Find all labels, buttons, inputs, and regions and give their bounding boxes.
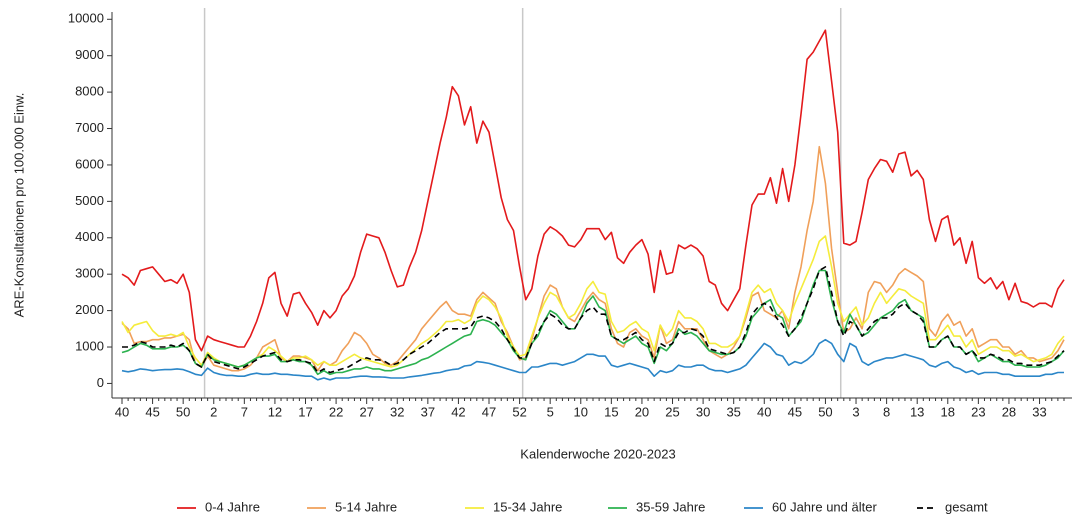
x-tick-label: 40 (115, 404, 129, 419)
x-tick-label: 23 (971, 404, 985, 419)
x-tick-label: 13 (910, 404, 924, 419)
y-tick-label: 2000 (75, 302, 104, 317)
x-tick-label: 37 (421, 404, 435, 419)
y-tick-label: 0 (97, 375, 104, 390)
y-axis-title: ARE-Konsultationen pro 100.000 Einw. (11, 93, 26, 318)
x-tick-label: 45 (145, 404, 159, 419)
x-tick-label: 30 (696, 404, 710, 419)
x-axis-title: Kalenderwoche 2020-2023 (520, 446, 675, 461)
x-tick-label: 33 (1032, 404, 1046, 419)
x-tick-label: 40 (757, 404, 771, 419)
x-tick-label: 12 (268, 404, 282, 419)
legend-label: 15-34 Jahre (493, 499, 562, 514)
x-tick-label: 45 (788, 404, 802, 419)
legend-label: 0-4 Jahre (205, 499, 260, 514)
x-tick-label: 27 (359, 404, 373, 419)
x-tick-label: 7 (241, 404, 248, 419)
x-tick-label: 32 (390, 404, 404, 419)
x-tick-label: 42 (451, 404, 465, 419)
y-tick-label: 1000 (75, 338, 104, 353)
x-tick-label: 2 (210, 404, 217, 419)
legend-label: 35-59 Jahre (636, 499, 705, 514)
legend-label: 5-14 Jahre (335, 499, 397, 514)
x-tick-label: 28 (1002, 404, 1016, 419)
y-tick-label: 6000 (75, 156, 104, 171)
y-tick-label: 3000 (75, 266, 104, 281)
legend-label: 60 Jahre und älter (772, 499, 877, 514)
x-tick-label: 3 (852, 404, 859, 419)
legend-label: gesamt (945, 499, 988, 514)
x-tick-label: 20 (635, 404, 649, 419)
x-tick-label: 15 (604, 404, 618, 419)
y-tick-label: 8000 (75, 84, 104, 99)
x-tick-label: 10 (574, 404, 588, 419)
x-tick-label: 35 (726, 404, 740, 419)
y-tick-label: 10000 (68, 11, 104, 26)
series-line (121, 235, 1065, 368)
x-tick-label: 22 (329, 404, 343, 419)
x-tick-label: 25 (665, 404, 679, 419)
series-line (121, 145, 1065, 372)
y-tick-label: 9000 (75, 47, 104, 62)
series-line (121, 29, 1065, 352)
y-tick-label: 7000 (75, 120, 104, 135)
x-tick-label: 47 (482, 404, 496, 419)
x-tick-label: 18 (941, 404, 955, 419)
x-tick-label: 8 (883, 404, 890, 419)
series-line (121, 269, 1065, 376)
series-line (121, 338, 1064, 381)
y-tick-label: 4000 (75, 229, 104, 244)
y-tick-label: 5000 (75, 193, 104, 208)
x-tick-label: 52 (512, 404, 526, 419)
x-tick-label: 5 (547, 404, 554, 419)
x-tick-label: 50 (176, 404, 190, 419)
x-tick-label: 17 (298, 404, 312, 419)
x-tick-label: 50 (818, 404, 832, 419)
series-line (122, 266, 1065, 374)
